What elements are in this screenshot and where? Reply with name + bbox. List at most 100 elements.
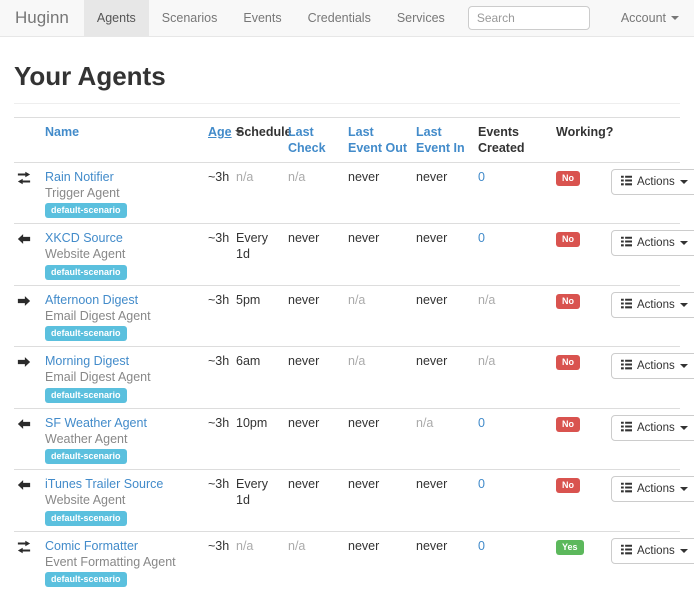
account-label: Account (620, 11, 666, 25)
brand-logo[interactable]: Huginn (15, 8, 69, 27)
arrow-left-icon (17, 480, 31, 495)
working-status-badge: No (556, 416, 580, 432)
scenario-badge[interactable]: default-scenario (45, 572, 127, 587)
arrow-right-icon (17, 295, 31, 311)
working-status-badge: No (556, 170, 580, 186)
header-age[interactable]: Age (205, 117, 243, 162)
actions-dropdown-button[interactable]: Actions (611, 414, 694, 441)
last-check-value: never (288, 354, 320, 368)
last-event-in-value: never (416, 231, 448, 245)
age-value: ~3h (208, 231, 230, 245)
age-value: ~3h (208, 415, 230, 430)
actions-button-label: Actions (637, 298, 675, 311)
exchange-arrows-icon (17, 540, 31, 557)
agent-type-label: Website Agent (45, 247, 126, 262)
actions-dropdown-button[interactable]: Actions (611, 168, 694, 195)
agent-name-link[interactable]: iTunes Trailer Source (45, 477, 164, 491)
header-working: Working? (553, 117, 613, 162)
table-row: Afternoon Digest Email Digest Agent defa… (14, 284, 694, 347)
actions-button-label: Actions (637, 421, 675, 434)
header-last-event-in[interactable]: Last Event In (413, 117, 475, 162)
agent-type-label: Email Digest Agent (45, 370, 151, 385)
actions-button-label: Actions (637, 175, 675, 188)
scenario-badge[interactable]: default-scenario (45, 264, 127, 280)
events-created-link: n/a (478, 354, 496, 368)
scenario-badge[interactable]: default-scenario (45, 326, 127, 341)
agent-name-link[interactable]: Morning Digest (45, 354, 130, 368)
header-name[interactable]: Name (42, 117, 205, 162)
last-event-in-value: never (416, 538, 448, 553)
last-event-out-value: never (348, 477, 380, 491)
actions-dropdown-button[interactable]: Actions (611, 230, 694, 256)
agent-type-label: Website Agent (45, 493, 126, 508)
page-title: Your Agents (14, 61, 166, 91)
arrow-left-icon (17, 234, 31, 249)
header-schedule: Schedule (233, 117, 292, 162)
header-last-check[interactable]: Last Check (285, 117, 345, 162)
schedule-value: 6am (236, 354, 261, 368)
arrow-left-icon (17, 418, 31, 434)
list-icon (621, 236, 632, 250)
actions-dropdown-button[interactable]: Actions (611, 291, 694, 318)
age-value: ~3h (208, 169, 230, 184)
events-created-link[interactable]: 0 (478, 231, 485, 245)
last-event-in-value: never (416, 477, 448, 491)
nav-item-agents[interactable]: Agents (83, 0, 149, 36)
table-header-row: Name Age Schedule Last Check Last Event … (14, 117, 680, 162)
search-input[interactable] (467, 6, 590, 30)
chevron-down-icon (679, 487, 688, 491)
last-event-in-value: never (416, 354, 448, 368)
scenario-badge[interactable]: default-scenario (45, 203, 127, 218)
agent-type-label: Trigger Agent (45, 185, 120, 200)
main-nav: Agents Scenarios Events Credentials Serv… (83, 0, 458, 36)
events-created-link[interactable]: 0 (478, 415, 485, 430)
actions-dropdown-button[interactable]: Actions (611, 476, 694, 502)
actions-button-label: Actions (637, 483, 675, 495)
last-check-value: never (288, 231, 320, 245)
agent-type-label: Weather Agent (45, 431, 128, 446)
chevron-down-icon (679, 241, 688, 245)
table-row: iTunes Trailer Source Website Agent defa… (14, 469, 694, 531)
chevron-down-icon (679, 364, 688, 368)
agent-type-label: Email Digest Agent (45, 308, 151, 323)
agent-name-link[interactable]: SF Weather Agent (45, 415, 147, 430)
list-icon (621, 421, 632, 435)
nav-item-scenarios[interactable]: Scenarios (161, 11, 218, 25)
events-created-link: n/a (478, 292, 496, 307)
agent-name-link[interactable]: XKCD Source (45, 231, 123, 245)
list-icon (621, 298, 632, 312)
agent-type-label: Event Formatting Agent (45, 554, 176, 569)
header-last-event-out[interactable]: Last Event Out (345, 117, 413, 162)
actions-dropdown-button[interactable]: Actions (611, 353, 694, 379)
agent-name-link[interactable]: Rain Notifier (45, 169, 114, 184)
scenario-badge[interactable]: default-scenario (45, 387, 127, 403)
last-check-value: n/a (288, 169, 306, 184)
last-event-out-value: never (348, 169, 380, 184)
agent-name-link[interactable]: Comic Formatter (45, 538, 139, 553)
schedule-value: Every 1d (236, 231, 268, 262)
nav-item-credentials[interactable]: Credentials (307, 11, 371, 25)
actions-dropdown-button[interactable]: Actions (611, 537, 694, 564)
age-value: ~3h (208, 292, 230, 307)
agent-name-link[interactable]: Afternoon Digest (45, 292, 139, 307)
nav-item-services[interactable]: Services (396, 11, 445, 25)
chevron-down-icon (671, 16, 679, 20)
table-row: Morning Digest Email Digest Agent defaul… (14, 346, 694, 408)
age-value: ~3h (208, 538, 230, 553)
last-check-value: never (288, 292, 320, 307)
table-row: Rain Notifier Trigger Agent default-scen… (14, 161, 694, 224)
navbar-spacer (458, 0, 468, 36)
chevron-down-icon (679, 425, 688, 430)
account-menu[interactable]: Account (606, 0, 694, 36)
events-created-link[interactable]: 0 (478, 538, 485, 553)
header-icon-spacer (14, 117, 42, 162)
events-created-link[interactable]: 0 (478, 169, 485, 184)
scenario-badge[interactable]: default-scenario (45, 449, 127, 464)
last-check-value: n/a (288, 538, 306, 553)
scenario-badge[interactable]: default-scenario (45, 510, 127, 526)
nav-item-events[interactable]: Events (243, 11, 282, 25)
last-event-in-value: never (416, 292, 448, 307)
events-created-link[interactable]: 0 (478, 477, 485, 491)
working-status-badge: No (556, 232, 580, 247)
header-actions-spacer (608, 117, 680, 162)
